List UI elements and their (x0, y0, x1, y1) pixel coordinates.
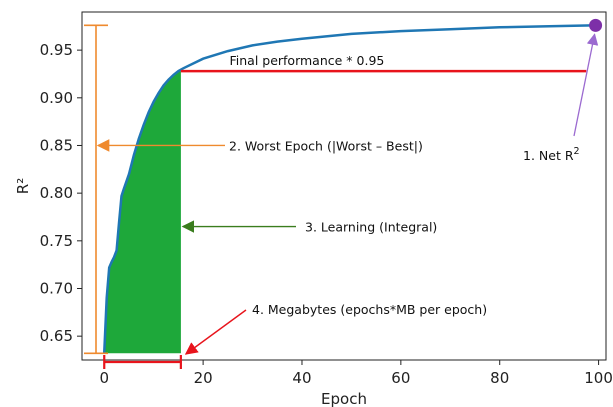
net-r2-point (589, 18, 603, 32)
y-tick-label: 0.80 (40, 184, 73, 202)
series-line (102, 24, 599, 354)
x-tick-label: 100 (584, 369, 613, 387)
y-tick-label: 0.65 (40, 327, 73, 345)
y-axis-title: R² (14, 178, 32, 194)
y-tick-label: 0.95 (40, 41, 73, 59)
x-axis-ticks: 0 20 40 60 80 100 (99, 360, 613, 387)
x-tick-label: 0 (99, 369, 109, 387)
learning-fill-area (104, 71, 181, 354)
plot-frame (81, 11, 607, 361)
net-r2-label: 1. Net R2 (523, 146, 580, 163)
x-tick-label: 80 (490, 369, 509, 387)
x-tick-label: 40 (292, 369, 311, 387)
x-tick-label: 20 (194, 369, 213, 387)
worst-epoch-label: 2. Worst Epoch (|Worst – Best|) (229, 138, 423, 153)
y-axis-ticks: 0.65 0.70 0.75 0.80 0.85 0.90 0.95 (40, 41, 82, 345)
x-axis-title: Epoch (321, 390, 367, 407)
y-tick-label: 0.90 (40, 89, 73, 107)
megabytes-label: 4. Megabytes (epochs*MB per epoch) (252, 302, 487, 317)
worst-epoch-bracket (84, 24, 108, 355)
x-tick-label: 60 (391, 369, 410, 387)
y-tick-label: 0.75 (40, 232, 73, 250)
megabytes-arrow (184, 309, 247, 355)
y-tick-label: 0.70 (40, 279, 73, 297)
y-tick-label: 0.85 (40, 136, 73, 154)
net-r2-label-text: 1. Net R (523, 148, 574, 163)
net-r2-arrow (573, 33, 599, 137)
learning-label: 3. Learning (Integral) (305, 220, 437, 235)
megabytes-bracket (103, 355, 182, 369)
net-r2-label-superscript: 2 (574, 146, 580, 157)
final-performance-label: Final performance * 0.95 (229, 53, 384, 68)
